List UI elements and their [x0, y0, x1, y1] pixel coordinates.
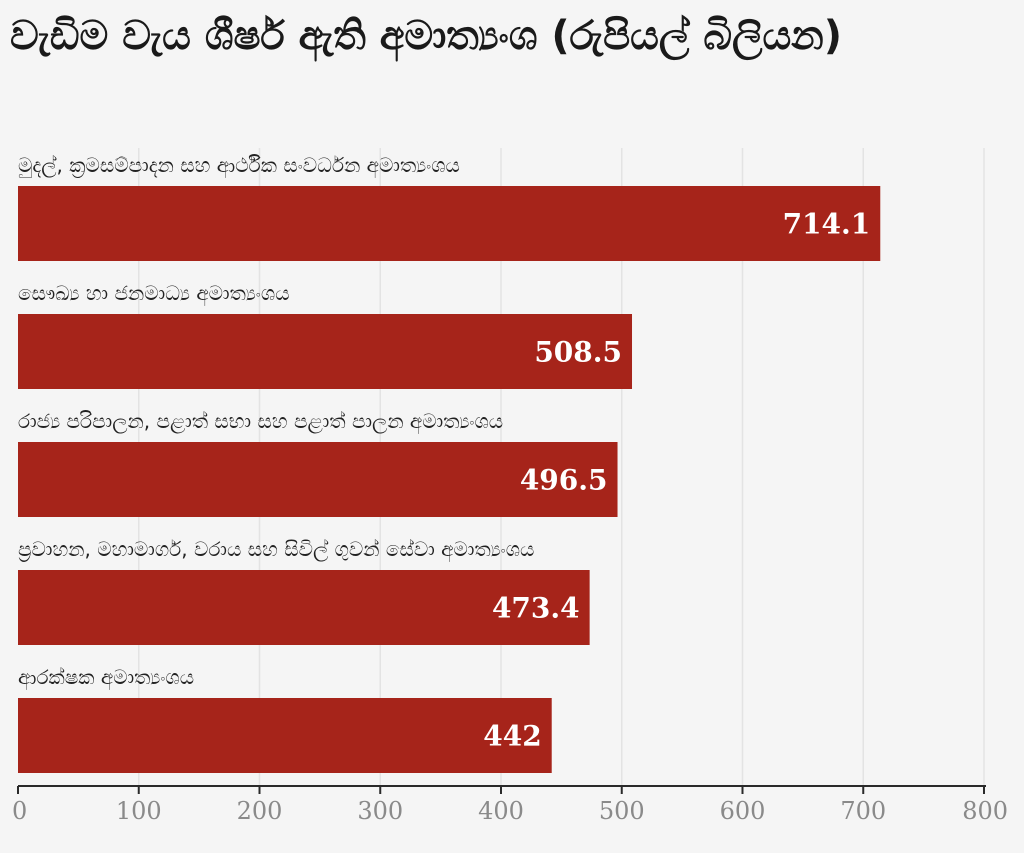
bar: [18, 698, 552, 773]
x-tick-label: 100: [116, 797, 162, 825]
bar: [18, 314, 633, 389]
x-tick-label: 400: [478, 797, 524, 825]
value-label: 714.1: [783, 208, 871, 241]
category-label: ආරක්ෂක අමාත්‍යංශය: [18, 665, 194, 690]
x-tick-label: 700: [840, 797, 886, 825]
bar: [18, 186, 881, 261]
x-tick-label: 500: [599, 797, 645, 825]
bar: [18, 442, 618, 517]
bar: [18, 570, 590, 645]
x-tick-label: 0: [12, 797, 27, 825]
x-tick-label: 300: [357, 797, 403, 825]
x-tick-label: 800: [962, 797, 1008, 825]
value-label: 496.5: [520, 464, 608, 497]
category-label: රාජ්‍ය පරිපාලන, පළාත් සභා සහ පළාත් පාලන …: [18, 409, 503, 434]
x-tick-label: 200: [237, 797, 283, 825]
category-label: ප්‍රවාහන, මහාමාර්ග, වරාය සහ සිවිල් ගුවන්…: [18, 537, 534, 563]
chart-title: වැඩිම වැය ශීර්ෂ ඇති අමාත්‍යංශ (රුපියල් බ…: [10, 13, 842, 59]
category-label: සෞඛ්‍ය හා ජනමාධ්‍ය අමාත්‍යංශය: [18, 281, 290, 306]
x-tick-label: 600: [720, 797, 766, 825]
value-label: 508.5: [534, 336, 622, 369]
value-label: 442: [483, 720, 541, 753]
category-label: මුදල්, ක්‍රමසම්පාදන සහ ආර්ථික සංවර්ධන අම…: [18, 153, 460, 179]
value-label: 473.4: [492, 592, 580, 625]
